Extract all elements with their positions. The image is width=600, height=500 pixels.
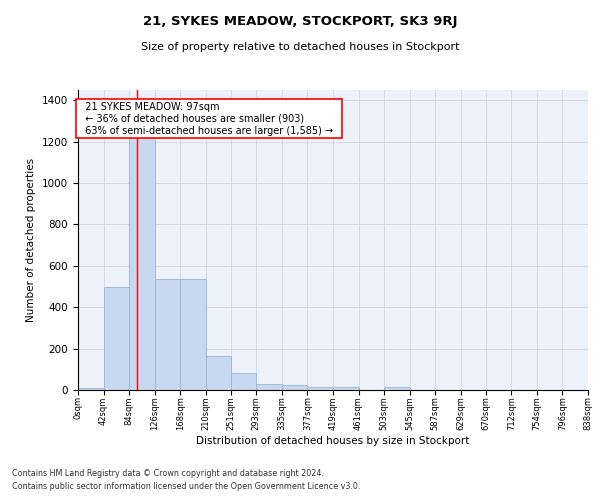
Bar — [180, 280, 206, 390]
Text: 21 SYKES MEADOW: 97sqm  
  ← 36% of detached houses are smaller (903)  
  63% of: 21 SYKES MEADOW: 97sqm ← 36% of detached… — [79, 102, 339, 136]
Bar — [282, 385, 307, 390]
Bar — [231, 374, 256, 390]
X-axis label: Distribution of detached houses by size in Stockport: Distribution of detached houses by size … — [196, 436, 470, 446]
Text: 21, SYKES MEADOW, STOCKPORT, SK3 9RJ: 21, SYKES MEADOW, STOCKPORT, SK3 9RJ — [143, 15, 457, 28]
Bar — [206, 356, 231, 390]
Bar — [333, 387, 359, 390]
Bar — [384, 387, 410, 390]
Text: Size of property relative to detached houses in Stockport: Size of property relative to detached ho… — [141, 42, 459, 52]
Bar — [256, 384, 282, 390]
Bar — [129, 110, 155, 390]
Bar — [78, 388, 104, 390]
Y-axis label: Number of detached properties: Number of detached properties — [26, 158, 37, 322]
Text: Contains public sector information licensed under the Open Government Licence v3: Contains public sector information licen… — [12, 482, 361, 491]
Bar — [307, 387, 333, 390]
Bar — [155, 280, 180, 390]
Text: Contains HM Land Registry data © Crown copyright and database right 2024.: Contains HM Land Registry data © Crown c… — [12, 468, 324, 477]
Bar — [104, 286, 129, 390]
